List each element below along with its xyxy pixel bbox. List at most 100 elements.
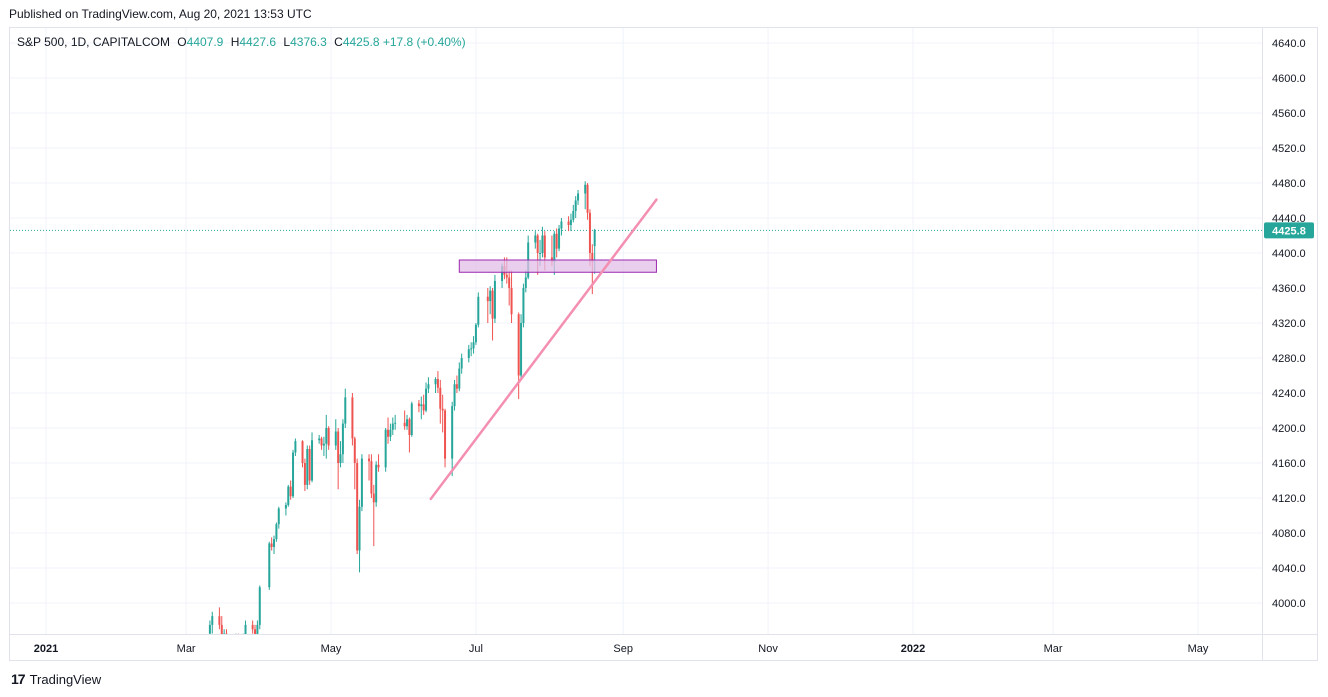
candle-body	[586, 184, 589, 213]
candle-body	[455, 384, 458, 389]
candle-body	[422, 404, 425, 411]
footer: 17 TradingView	[11, 671, 101, 687]
candle-body	[256, 624, 259, 634]
candle-body	[444, 410, 447, 459]
candle-body	[425, 388, 428, 411]
legend-open-label: O	[177, 35, 187, 49]
candle-body	[406, 419, 409, 427]
candle-body	[417, 403, 420, 407]
candle-body	[543, 235, 546, 258]
candle-body	[356, 463, 359, 551]
candle-body	[218, 616, 221, 625]
legend-high-value: 4427.6	[239, 35, 277, 49]
candle-body	[493, 281, 496, 319]
plot-area	[10, 181, 1262, 664]
candle-body	[384, 429, 387, 468]
candle-body	[451, 406, 454, 459]
candle-body	[408, 419, 411, 435]
y-tick-label: 4160.0	[1272, 458, 1306, 470]
chart-frame[interactable]	[9, 27, 1318, 661]
y-tick-label: 4000.0	[1272, 598, 1306, 610]
candle-body	[375, 464, 378, 503]
trendline	[429, 198, 658, 501]
candle-body	[318, 438, 321, 441]
candle-body	[327, 428, 330, 446]
footer-brand[interactable]: TradingView	[29, 671, 102, 687]
candle-body	[389, 429, 392, 437]
candle-body	[593, 230, 596, 247]
tradingview-logo-icon[interactable]: 17	[11, 671, 26, 687]
candle-body	[460, 358, 463, 369]
y-tick-label: 4080.0	[1272, 528, 1306, 540]
y-tick-label: 4480.0	[1272, 178, 1306, 190]
candle-body	[258, 587, 261, 625]
x-tick-label: 2022	[901, 643, 925, 655]
candle-body	[541, 235, 544, 253]
candle-body	[560, 221, 563, 229]
candle-body	[275, 524, 278, 540]
candle-body	[510, 288, 513, 315]
candle-body	[558, 228, 561, 249]
candle-body	[522, 288, 525, 323]
candle-body	[303, 463, 306, 485]
legend-close-label: C	[334, 35, 343, 49]
candle-body	[453, 384, 456, 407]
candle-body	[501, 266, 504, 281]
candle-body	[306, 449, 309, 485]
x-tick-label: Sep	[613, 643, 633, 655]
y-tick-label: 4440.0	[1272, 213, 1306, 225]
candle-body	[273, 539, 276, 547]
candle-body	[574, 200, 577, 211]
y-tick-label: 4600.0	[1272, 73, 1306, 85]
y-tick-label: 4120.0	[1272, 493, 1306, 505]
candle-body	[403, 422, 406, 427]
y-tick-label: 4280.0	[1272, 353, 1306, 365]
candle-body	[334, 431, 337, 446]
candle-body	[572, 211, 575, 220]
candle-body	[341, 423, 344, 455]
candle-body	[505, 274, 508, 278]
candle-body	[370, 461, 373, 494]
candle-body	[277, 508, 280, 525]
candle-body	[254, 629, 257, 634]
candle-body	[337, 431, 340, 463]
candle-body	[294, 441, 297, 453]
candle-body	[225, 633, 228, 634]
candle-body	[284, 505, 287, 509]
candle-body	[351, 397, 354, 439]
candle-body	[474, 324, 477, 343]
candle-body	[472, 342, 475, 349]
candle-body	[508, 277, 511, 288]
candle-body	[486, 296, 489, 302]
candle-body	[311, 440, 314, 481]
candle-body	[251, 624, 254, 630]
candle-body	[439, 387, 442, 409]
candle-body	[268, 543, 271, 588]
candle-body	[489, 290, 492, 302]
candle-body	[588, 212, 591, 253]
candle-body	[567, 221, 570, 225]
x-tick-label: Mar	[177, 643, 196, 655]
x-tick-label: 2021	[34, 643, 58, 655]
candle-body	[434, 379, 437, 385]
candle-body	[220, 624, 223, 634]
x-tick-label: Jul	[469, 643, 483, 655]
candle-body	[244, 624, 247, 634]
y-tick-label: 4320.0	[1272, 318, 1306, 330]
candle-body	[420, 404, 423, 407]
y-tick-label: 4200.0	[1272, 423, 1306, 435]
candle-body	[387, 429, 390, 437]
candle-body	[491, 290, 494, 319]
last-price-tag	[1264, 222, 1314, 239]
candle-body	[470, 348, 473, 350]
candle-body	[360, 458, 363, 507]
candle-body	[228, 660, 230, 664]
legend-open-value: 4407.9	[186, 35, 224, 49]
legend-high-label: H	[230, 35, 240, 49]
candle-body	[339, 454, 342, 463]
candle-body	[524, 277, 527, 288]
candle-body	[410, 403, 413, 435]
candle-body	[344, 397, 347, 424]
candle-body	[237, 638, 239, 651]
